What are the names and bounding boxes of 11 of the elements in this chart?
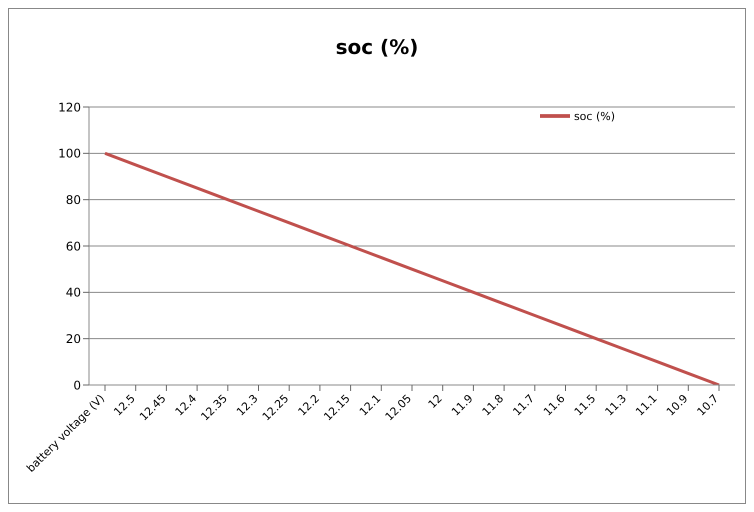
y-tick-label: 40 [66, 286, 81, 300]
y-tick-label: 120 [58, 100, 81, 114]
line-series [104, 152, 720, 385]
y-tick-label: 100 [58, 146, 81, 161]
y-tick-label: 60 [66, 239, 81, 254]
y-tick-label: 0 [73, 378, 81, 392]
x-tick-label: 12 [426, 392, 445, 412]
chart-title: soc (%) [334, 35, 420, 59]
y-tick-label: 20 [66, 332, 81, 346]
legend-label: soc (%) [574, 110, 615, 124]
y-tick-label: 80 [66, 192, 81, 207]
